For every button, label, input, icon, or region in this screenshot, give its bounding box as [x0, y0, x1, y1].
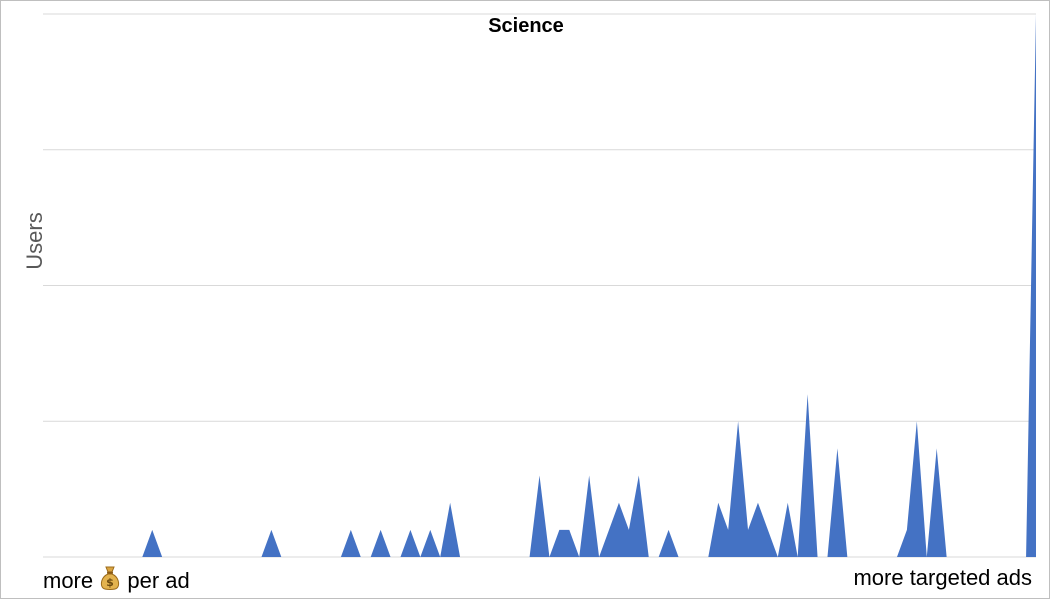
svg-text:$: $ — [106, 576, 114, 589]
series-area-0 — [43, 14, 1036, 557]
chart-title: Science — [488, 15, 564, 37]
money-bag-icon: $ — [101, 566, 120, 590]
y-axis-label: Users — [22, 212, 47, 270]
x-axis-left-label: more $ per ad — [43, 565, 190, 594]
x-axis-right-label: more targeted ads — [853, 565, 1032, 590]
x-axis-left-label-after: per ad — [127, 568, 190, 593]
x-axis-left-label-before: more — [43, 568, 94, 593]
